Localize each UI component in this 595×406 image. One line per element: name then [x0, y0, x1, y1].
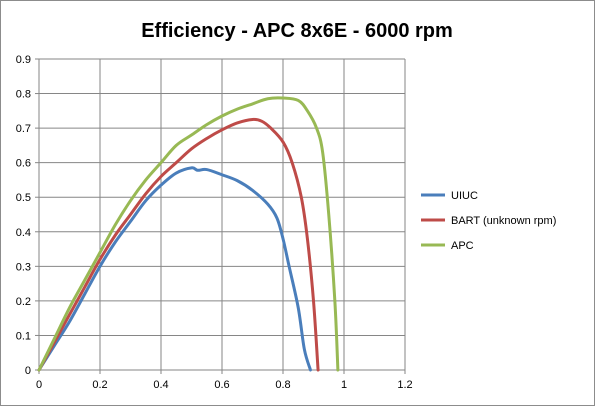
x-tick-label: 1.2	[397, 379, 412, 391]
x-tick-label: 0.2	[92, 379, 107, 391]
tick-labels: 0 0.2 0.4 0.6 0.8 1 1.2 0 0.1 0.2 0.3 0.4 0.5 0.6 0.7 0…	[16, 54, 413, 391]
x-tick-label: 0	[36, 379, 42, 391]
y-tick-label: 0.4	[16, 227, 31, 239]
y-tick-label: 0.1	[16, 330, 31, 342]
y-tick-label: 0.9	[16, 54, 31, 66]
legend-label-bart-unknown-rpm: BART (unknown rpm)	[451, 215, 556, 227]
x-tick-label: 0.4	[153, 379, 168, 391]
x-tick-label: 0.8	[275, 379, 290, 391]
legend: UIUC BART (unknown rpm) APC	[421, 190, 556, 252]
x-tick-label: 1	[341, 379, 347, 391]
y-tick-label: 0.8	[16, 89, 31, 101]
y-tick-label: 0.7	[16, 123, 31, 135]
series-line-bart-unknown-rpm	[37, 117, 320, 372]
y-tick-label: 0	[25, 365, 31, 377]
gridlines	[39, 58, 406, 370]
axes	[35, 58, 406, 374]
x-tick-label: 0.6	[214, 379, 229, 391]
series-line-uiuc	[37, 166, 312, 372]
series-line-apc	[37, 96, 340, 372]
chart-title: Efficiency - APC 8x6E - 6000 rpm	[141, 20, 453, 42]
legend-label-uiuc: UIUC	[451, 190, 478, 202]
series-lines	[37, 96, 340, 372]
y-tick-label: 0.6	[16, 158, 31, 170]
legend-label-apc: APC	[451, 240, 474, 252]
y-tick-label: 0.2	[16, 296, 31, 308]
y-tick-label: 0.5	[16, 192, 31, 204]
y-tick-label: 0.3	[16, 261, 31, 273]
